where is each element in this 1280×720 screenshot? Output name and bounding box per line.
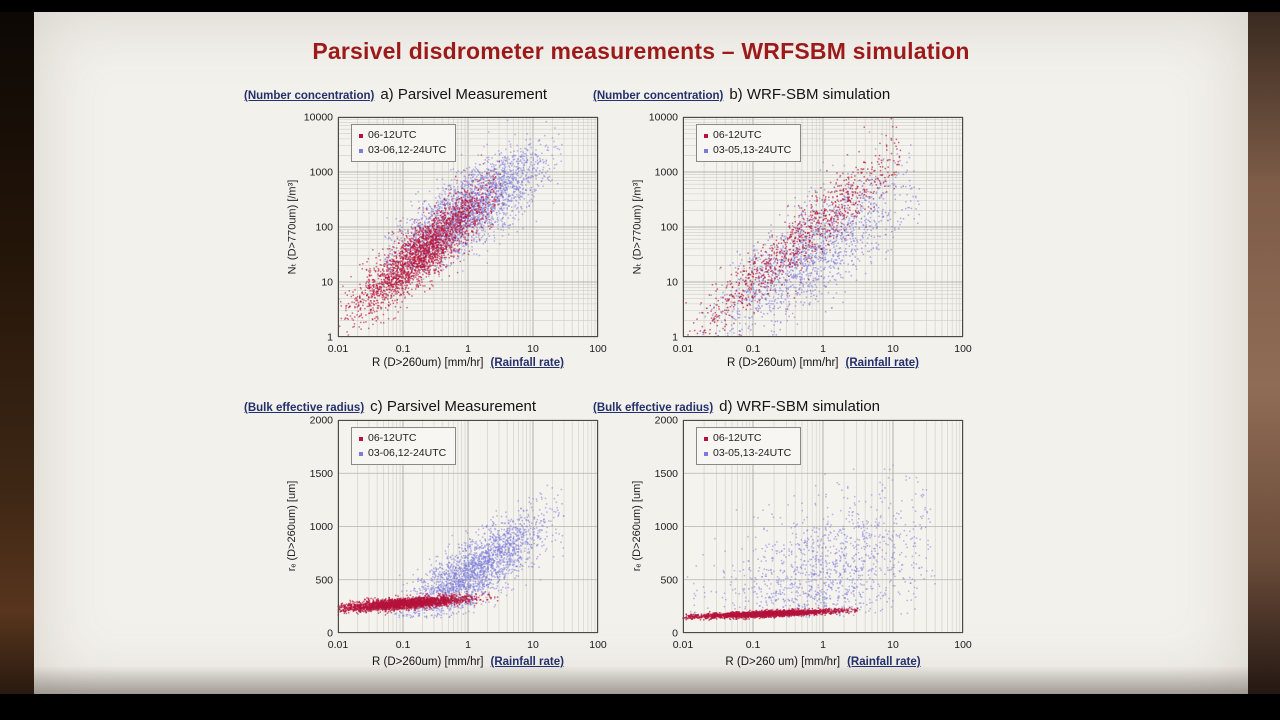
chart-legend: 06-12UTC 03-05,13-24UTC	[696, 427, 802, 465]
x-axis-note: (Rainfall rate)	[845, 357, 920, 369]
legend-label: 03-06,12-24UTC	[368, 144, 447, 156]
x-axis-label-row: R (D>260 um) [mm/hr] (Rainfall rate)	[663, 656, 983, 668]
legend-marker-red	[704, 133, 708, 138]
x-axis-note: (Rainfall rate)	[490, 656, 565, 668]
slide-title: Parsivel disdrometer measurements – WRFS…	[312, 38, 970, 64]
legend-label: 03-05,13-24UTC	[713, 144, 792, 156]
legend-marker-red	[359, 133, 363, 138]
legend-label: 06-12UTC	[713, 432, 762, 444]
legend-item: 03-06,12-24UTC	[359, 143, 446, 158]
chart-panel-a: (Number concentration) a) Parsivel Measur…	[230, 84, 670, 388]
wall-right	[1248, 12, 1280, 694]
x-axis-label: R (D>260um) [mm/hr]	[371, 357, 484, 369]
chart-legend: 06-12UTC 03-05,13-24UTC	[696, 124, 802, 162]
x-axis-label: R (D>260um) [mm/hr]	[371, 656, 484, 668]
x-axis-label: R (D>260 um) [mm/hr]	[725, 656, 841, 668]
legend-marker-red	[704, 436, 708, 441]
panel-annotation: (Number concentration)	[593, 90, 724, 102]
legend-item: 06-12UTC	[359, 431, 446, 446]
legend-marker-blue	[359, 148, 363, 153]
legend-item: 06-12UTC	[359, 128, 446, 143]
legend-label: 03-05,13-24UTC	[713, 447, 792, 459]
letterbox-bottom	[0, 694, 1280, 720]
panel-annotation: (Number concentration)	[244, 90, 375, 102]
letterbox-top	[0, 0, 1280, 12]
scatter-canvas-b	[633, 109, 977, 363]
x-axis-note: (Rainfall rate)	[847, 656, 921, 668]
legend-marker-blue	[704, 148, 708, 153]
legend-label: 06-12UTC	[368, 432, 417, 444]
x-axis-label-row: R (D>260um) [mm/hr] (Rainfall rate)	[663, 357, 983, 369]
chart-legend: 06-12UTC 03-06,12-24UTC	[351, 427, 457, 465]
legend-label: 06-12UTC	[368, 129, 417, 141]
legend-label: 06-12UTC	[713, 129, 762, 141]
legend-marker-red	[359, 436, 363, 441]
presentation-slide: Parsivel disdrometer measurements – WRFS…	[34, 12, 1248, 694]
legend-item: 03-06,12-24UTC	[359, 446, 446, 461]
legend-item: 03-05,13-24UTC	[704, 446, 791, 461]
x-axis-label: R (D>260um) [mm/hr]	[726, 357, 839, 369]
x-axis-label-row: R (D>260um) [mm/hr] (Rainfall rate)	[318, 357, 618, 369]
x-axis-note: (Rainfall rate)	[490, 357, 565, 369]
scatter-canvas-d	[633, 412, 977, 659]
panel-title: d) WRF-SBM simulation	[719, 398, 881, 415]
legend-label: 03-06,12-24UTC	[368, 447, 447, 459]
wall-left	[0, 12, 34, 694]
x-axis-label-row: R (D>260um) [mm/hr] (Rainfall rate)	[318, 656, 618, 668]
panel-title: b) WRF-SBM simulation	[729, 86, 891, 103]
chart-legend: 06-12UTC 03-06,12-24UTC	[351, 124, 457, 162]
legend-item: 06-12UTC	[704, 128, 791, 143]
panel-title: c) Parsivel Measurement	[370, 398, 537, 415]
legend-item: 03-05,13-24UTC	[704, 143, 791, 158]
panel-annotation: (Bulk effective radius)	[244, 402, 365, 414]
chart-panel-d: (Bulk effective radius) d) WRF-SBM simula…	[579, 396, 1029, 694]
legend-marker-blue	[359, 451, 363, 456]
chart-panel-b: (Number concentration) b) WRF-SBM simulat…	[579, 84, 1029, 388]
panel-annotation: (Bulk effective radius)	[593, 402, 714, 414]
legend-marker-blue	[704, 451, 708, 456]
chart-panel-c: (Bulk effective radius) c) Parsivel Measu…	[230, 396, 670, 694]
panel-title: a) Parsivel Measurement	[380, 86, 548, 103]
legend-item: 06-12UTC	[704, 431, 791, 446]
